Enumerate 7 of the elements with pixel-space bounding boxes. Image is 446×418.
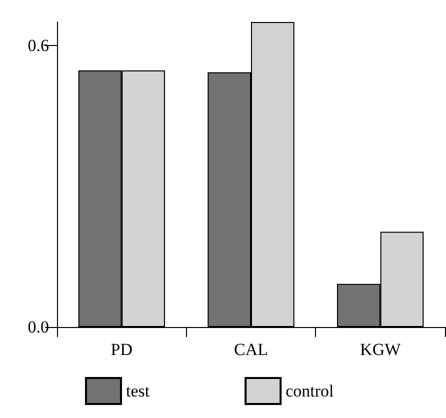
y-tick-label: 0.6 [28, 36, 49, 55]
legend-label: test [126, 382, 150, 400]
y-tick-label: 0.0 [28, 318, 49, 336]
x-tick-label: KGW [360, 340, 402, 359]
x-tick-label: PD [110, 340, 133, 359]
x-tick-label: CAL [234, 340, 268, 359]
legend-label: control [286, 382, 334, 400]
